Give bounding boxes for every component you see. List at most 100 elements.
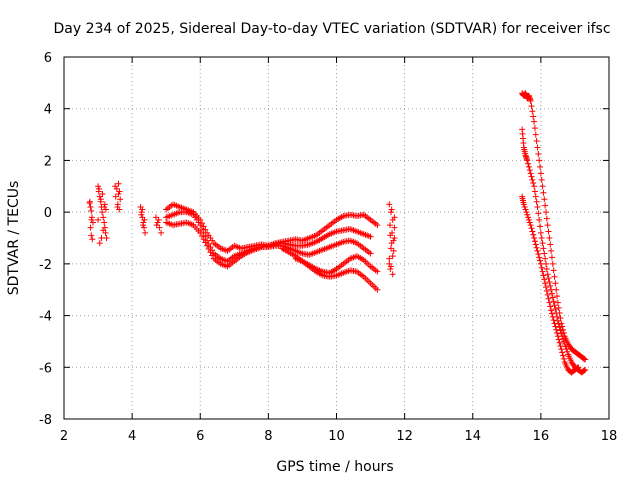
data-point: [544, 222, 551, 229]
x-axis-ticks: 2 4 6 8 10 12 14 16 18: [60, 57, 617, 444]
data-point: [529, 108, 536, 115]
y-tick-label: -8: [39, 413, 52, 428]
data-point: [367, 233, 374, 240]
data-point: [546, 235, 553, 241]
y-tick-label: -6: [39, 361, 52, 376]
series-cluster-4.3: [137, 203, 149, 236]
data-point: [581, 355, 588, 362]
data-point: [117, 196, 124, 203]
data-point: [139, 206, 146, 213]
data-point: [553, 326, 560, 333]
data-point: [534, 144, 541, 151]
data-point: [536, 157, 543, 164]
series-cluster-3.6: [112, 180, 124, 213]
data-point: [101, 201, 108, 208]
data-point: [533, 138, 540, 145]
data-point: [525, 160, 532, 167]
data-point: [542, 255, 549, 262]
y-tick-label: 0: [44, 206, 52, 221]
data-point: [198, 225, 205, 232]
data-point: [530, 113, 537, 120]
data-point: [140, 222, 147, 229]
data-point: [374, 222, 381, 229]
data-point: [554, 333, 561, 340]
data-point: [532, 241, 539, 248]
data-point: [539, 268, 546, 275]
data-point: [389, 253, 396, 260]
y-axis-ticks: -8 -6 -4 -2 0 2 4 6: [39, 51, 609, 428]
data-point: [539, 183, 546, 190]
data-point: [551, 273, 558, 280]
data-point: [541, 250, 548, 257]
gridlines: [64, 57, 609, 419]
data-point: [102, 206, 109, 213]
data-point: [153, 222, 160, 229]
data-point: [538, 235, 545, 241]
data-point: [526, 219, 533, 226]
data-point: [535, 210, 542, 217]
data-point: [114, 203, 121, 210]
data-point: [87, 224, 94, 231]
data-point: [96, 240, 103, 247]
data-point: [95, 183, 102, 190]
data-point: [550, 298, 557, 305]
data-point: [525, 163, 532, 170]
data-point: [537, 257, 544, 264]
data-point: [555, 304, 562, 311]
x-tick-label: 4: [128, 429, 136, 444]
data-point: [542, 209, 549, 216]
data-point: [88, 232, 95, 239]
data-point: [582, 356, 589, 363]
series-decline-A: [519, 90, 589, 363]
data-point: [531, 125, 538, 132]
data-point: [543, 266, 550, 273]
data-point: [543, 215, 550, 222]
data-point: [560, 330, 567, 337]
data-point: [547, 282, 554, 289]
data-point: [560, 352, 567, 359]
data-point: [574, 364, 581, 371]
data-point: [540, 272, 547, 279]
data-point: [531, 118, 538, 125]
data-point: [546, 299, 553, 306]
data-point: [548, 286, 555, 293]
data-point: [527, 222, 534, 229]
data-point: [549, 260, 556, 267]
data-point: [524, 211, 531, 218]
y-tick-label: 2: [44, 154, 52, 169]
data-point: [558, 346, 565, 353]
data-point: [537, 229, 544, 236]
data-point: [548, 310, 555, 317]
data-point: [532, 193, 539, 200]
data-point: [100, 214, 107, 221]
series-cluster-4.7: [152, 214, 165, 236]
data-point: [542, 284, 549, 291]
data-point: [552, 323, 559, 330]
data-point: [202, 226, 209, 233]
data-point: [553, 309, 560, 316]
data-point: [138, 211, 145, 218]
data-point: [539, 240, 546, 247]
data-point: [541, 276, 548, 283]
data-point: [391, 235, 398, 241]
data-point: [544, 291, 551, 298]
data-point: [529, 228, 536, 235]
data-point: [551, 320, 558, 327]
data-point: [546, 278, 553, 285]
y-tick-label: -2: [39, 258, 52, 273]
data-point: [209, 252, 216, 259]
x-tick-label: 2: [60, 429, 68, 444]
data-point: [95, 216, 102, 223]
data-point: [198, 233, 205, 240]
x-tick-label: 16: [533, 429, 550, 444]
y-tick-label: 4: [44, 103, 52, 118]
data-point: [154, 219, 161, 226]
data-point: [522, 206, 529, 213]
data-point: [547, 241, 554, 248]
data-point: [560, 338, 567, 345]
data-point: [548, 290, 555, 297]
data-point: [545, 275, 552, 282]
data-point: [152, 214, 159, 221]
x-tick-label: 14: [464, 429, 481, 444]
